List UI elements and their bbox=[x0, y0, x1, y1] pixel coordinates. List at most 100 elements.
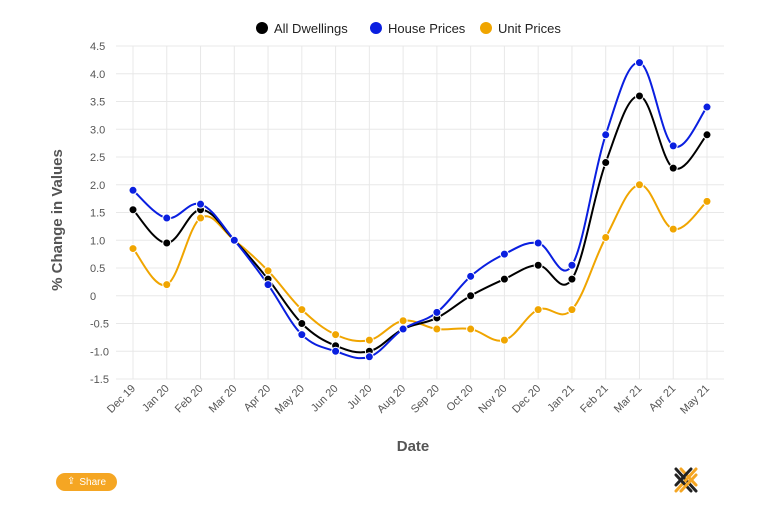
data-point[interactable] bbox=[601, 158, 611, 168]
data-point[interactable] bbox=[466, 271, 476, 281]
legend-item[interactable]: Unit Prices bbox=[480, 21, 561, 36]
legend-label: Unit Prices bbox=[498, 21, 561, 36]
share-label: Share bbox=[79, 476, 107, 488]
y-tick-label: 4.0 bbox=[90, 69, 105, 81]
legend[interactable]: All Dwellings House Prices Unit Prices bbox=[256, 21, 561, 36]
data-point[interactable] bbox=[364, 352, 374, 362]
y-tick-label: -0.5 bbox=[90, 319, 109, 331]
data-point[interactable] bbox=[263, 280, 273, 290]
data-point[interactable] bbox=[668, 141, 678, 151]
share-icon: ⇪ bbox=[66, 476, 76, 487]
data-point[interactable] bbox=[128, 244, 138, 254]
x-axis-title: Date bbox=[397, 438, 430, 455]
data-point[interactable] bbox=[297, 319, 307, 328]
data-point[interactable] bbox=[196, 199, 206, 209]
data-point[interactable] bbox=[466, 291, 476, 301]
data-point[interactable] bbox=[533, 260, 543, 270]
x-tick-label: Apr 21 bbox=[647, 383, 678, 414]
data-point[interactable] bbox=[499, 249, 509, 259]
x-tick-label: May 21 bbox=[678, 383, 712, 417]
data-point[interactable] bbox=[398, 324, 408, 334]
y-tick-label: 1.5 bbox=[90, 208, 105, 220]
x-tick-label: Feb 21 bbox=[578, 383, 611, 416]
y-tick-label: -1.5 bbox=[90, 374, 109, 386]
x-tick-label: Apr 20 bbox=[242, 383, 273, 414]
data-point[interactable] bbox=[567, 260, 577, 270]
data-point[interactable] bbox=[331, 330, 341, 340]
data-point[interactable] bbox=[601, 130, 611, 140]
x-tick-label: Nov 20 bbox=[476, 383, 509, 416]
data-point[interactable] bbox=[466, 324, 476, 334]
data-point[interactable] bbox=[668, 224, 678, 234]
legend-marker bbox=[256, 22, 268, 34]
y-tick-label: 3.5 bbox=[90, 97, 105, 109]
x-tick-label: Mar 20 bbox=[207, 383, 240, 416]
x-tick-label: Dec 20 bbox=[510, 383, 543, 416]
data-point[interactable] bbox=[702, 196, 712, 206]
y-tick-label: 2.0 bbox=[90, 180, 105, 192]
x-axis-ticks: Dec 19 Jan 20 Feb 20 Mar 20 Apr 20 May 20 Jun … bbox=[105, 383, 712, 417]
y-tick-label: 0.5 bbox=[90, 263, 105, 275]
data-point[interactable] bbox=[668, 163, 678, 173]
data-point[interactable] bbox=[297, 330, 307, 340]
series-points bbox=[128, 58, 712, 362]
x-tick-label: Jan 20 bbox=[140, 383, 172, 415]
data-point[interactable] bbox=[297, 305, 307, 315]
data-point[interactable] bbox=[229, 235, 239, 245]
x-tick-label: Sep 20 bbox=[409, 383, 442, 416]
y-axis-title: % Change in Values bbox=[49, 149, 66, 291]
y-tick-label: 4.5 bbox=[90, 41, 105, 53]
x-tick-label: Oct 20 bbox=[444, 383, 475, 414]
legend-item[interactable]: All Dwellings bbox=[256, 21, 348, 36]
data-point[interactable] bbox=[398, 316, 408, 326]
brand-logo bbox=[674, 467, 698, 493]
data-point[interactable] bbox=[634, 58, 644, 68]
data-point[interactable] bbox=[432, 307, 442, 317]
data-point[interactable] bbox=[162, 238, 172, 248]
data-point[interactable] bbox=[128, 185, 138, 195]
data-point[interactable] bbox=[263, 266, 273, 276]
data-point[interactable] bbox=[499, 274, 509, 284]
data-point[interactable] bbox=[162, 280, 172, 290]
y-tick-label: 1.0 bbox=[90, 235, 105, 247]
legend-label: House Prices bbox=[388, 21, 466, 36]
legend-label: All Dwellings bbox=[274, 21, 348, 36]
data-point[interactable] bbox=[533, 238, 543, 248]
data-point[interactable] bbox=[432, 324, 442, 334]
data-point[interactable] bbox=[331, 346, 341, 356]
x-tick-label: Aug 20 bbox=[375, 383, 408, 416]
y-tick-label: 2.5 bbox=[90, 152, 105, 164]
data-point[interactable] bbox=[567, 305, 577, 315]
data-point[interactable] bbox=[196, 213, 206, 223]
x-tick-label: May 20 bbox=[273, 383, 307, 417]
share-button[interactable]: ⇪ Share bbox=[56, 473, 117, 491]
legend-item[interactable]: House Prices bbox=[370, 21, 466, 36]
chart-grid bbox=[116, 45, 724, 380]
x-tick-label: Jul 20 bbox=[345, 383, 374, 412]
data-point[interactable] bbox=[601, 232, 611, 242]
x-tick-label: Dec 19 bbox=[105, 383, 138, 416]
legend-marker bbox=[480, 22, 492, 34]
series-line-unit-prices bbox=[132, 183, 708, 343]
x-tick-label: Jan 21 bbox=[545, 383, 577, 415]
x-tick-label: Mar 21 bbox=[612, 383, 645, 416]
y-tick-label: 3.0 bbox=[90, 124, 105, 136]
data-point[interactable] bbox=[634, 180, 644, 190]
data-point[interactable] bbox=[162, 213, 172, 223]
data-point[interactable] bbox=[533, 305, 543, 315]
data-point[interactable] bbox=[702, 130, 712, 140]
y-axis-ticks: 4.5 4.0 3.5 3.0 2.5 2.0 1.5 1.0 0.5 0 -0.5 -1.0 -1.5 bbox=[90, 41, 109, 386]
data-point[interactable] bbox=[499, 335, 509, 345]
x-tick-label: Jun 20 bbox=[309, 383, 341, 415]
data-point[interactable] bbox=[702, 102, 712, 112]
data-point[interactable] bbox=[634, 91, 644, 101]
x-tick-label: Feb 20 bbox=[173, 383, 206, 416]
data-point[interactable] bbox=[364, 335, 374, 345]
y-tick-label: -1.0 bbox=[90, 346, 109, 358]
legend-marker bbox=[370, 22, 382, 34]
series-line-house-prices bbox=[132, 61, 708, 360]
data-point[interactable] bbox=[128, 205, 138, 215]
series-lines bbox=[132, 61, 708, 360]
data-point[interactable] bbox=[567, 274, 577, 284]
